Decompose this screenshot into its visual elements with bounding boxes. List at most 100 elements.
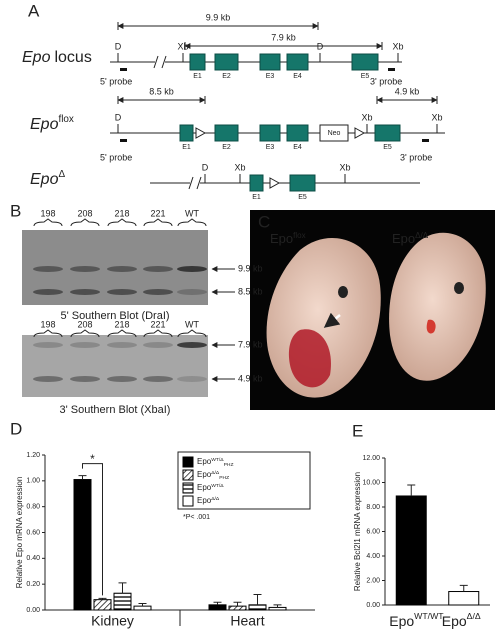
- error-bar: [213, 601, 222, 605]
- lane-label: 218: [114, 208, 129, 218]
- exon-label: E5: [298, 194, 307, 201]
- error-bar: [253, 594, 262, 605]
- blot-band: [107, 266, 137, 272]
- panel-label: A: [28, 1, 40, 20]
- bar: [208, 604, 227, 611]
- embryo-liver: [426, 319, 436, 334]
- exon-label: E2: [222, 144, 231, 151]
- legend-swatch: [182, 482, 194, 494]
- loxp-site: [195, 127, 207, 139]
- bar: [93, 599, 112, 611]
- lane-label: 198: [40, 208, 55, 218]
- neo-label: Neo: [328, 130, 341, 137]
- text-part: Epo: [197, 457, 212, 466]
- error-bar: [233, 601, 242, 607]
- error-bar: [118, 582, 127, 594]
- text-part: flox: [58, 114, 73, 125]
- text-part: Δ/Δ: [211, 496, 220, 502]
- significance-label: *: [90, 452, 95, 466]
- exon-label: E4: [293, 144, 302, 151]
- panel-label: D: [10, 419, 22, 438]
- band-label: 8.5 kb: [238, 286, 263, 296]
- panel-label: E: [352, 421, 363, 440]
- break-mark: [153, 55, 159, 69]
- site-label: Xb: [392, 41, 403, 51]
- exon-label: E3: [266, 73, 275, 80]
- text-part: Δ/Δ: [415, 231, 429, 240]
- blot-band: [33, 342, 63, 348]
- site-label: Xb: [234, 162, 245, 172]
- text-part: Epo: [197, 496, 212, 505]
- blot-band: [177, 376, 207, 382]
- bar: [248, 604, 267, 611]
- lane-brace: [177, 218, 207, 227]
- probe: [388, 68, 395, 71]
- exon-label: E3: [266, 144, 275, 151]
- distance-label: 8.5 kb: [149, 86, 174, 96]
- bar: [113, 592, 132, 611]
- panel-label: C: [258, 212, 270, 231]
- exon: [259, 53, 281, 71]
- blot-band: [70, 342, 100, 348]
- exon-label: E5: [361, 73, 370, 80]
- error-bar: [78, 475, 87, 480]
- blot-band: [33, 289, 63, 295]
- distance-label: 9.9 kb: [206, 12, 231, 22]
- probe: [120, 139, 127, 142]
- y-tick-label: 0.40: [26, 555, 40, 562]
- loxp-site: [354, 127, 366, 139]
- legend-entry: EpoWT/ΔPHZ: [197, 457, 234, 468]
- blot-image: [22, 335, 208, 397]
- blot-band: [177, 342, 207, 348]
- y-axis-label: Relative Bcl2l1 mRNA expression: [353, 472, 362, 591]
- blot-band: [33, 376, 63, 382]
- text-part: Epo: [392, 231, 415, 246]
- legend-swatch: [182, 456, 194, 468]
- annotation: *P< .001: [183, 514, 210, 521]
- error-bar: [98, 597, 107, 600]
- lane-brace: [70, 218, 100, 227]
- band-label: 9.9 kb: [238, 263, 263, 273]
- exon: [259, 124, 281, 142]
- break-mark: [161, 55, 167, 69]
- lane-brace: [177, 329, 207, 338]
- lane-brace: [107, 329, 137, 338]
- bar: [448, 591, 480, 606]
- site-label: Xb: [431, 112, 442, 122]
- blot-band: [143, 376, 173, 382]
- legend-entry: EpoΔ/ΔPHZ: [197, 470, 229, 481]
- exon: [249, 174, 264, 192]
- exon-label: E1: [182, 144, 191, 151]
- y-tick-label: 0.80: [26, 504, 40, 511]
- lane-brace: [33, 329, 63, 338]
- row-label: Epo locus: [22, 49, 92, 66]
- lane-label: 208: [77, 208, 92, 218]
- x-tick-label: Kidney: [91, 613, 134, 629]
- legend-entry: EpoΔ/Δ: [197, 496, 220, 505]
- embryo-label: EpoΔ/Δ: [392, 231, 429, 247]
- text-part: flox: [293, 231, 306, 240]
- lane-label: WT: [185, 319, 199, 329]
- distance-label: 4.9 kb: [395, 86, 420, 96]
- bar: [228, 605, 247, 611]
- row-label: Epoflox: [30, 114, 74, 133]
- embryo-delta: [389, 232, 486, 381]
- site-label: D: [317, 41, 324, 51]
- blot-caption: 3' Southern Blot (XbaI): [60, 404, 171, 416]
- exon-label: E4: [293, 73, 302, 80]
- site-label: D: [202, 162, 209, 172]
- y-tick-label: 1.00: [26, 478, 40, 485]
- text-part: WT/WT: [414, 611, 444, 621]
- lane-label: 221: [150, 319, 165, 329]
- site-label: D: [115, 112, 122, 122]
- blot-band: [143, 342, 173, 348]
- text-part: Epo: [197, 470, 212, 479]
- bar: [73, 479, 92, 611]
- probe-label: 5' probe: [100, 152, 132, 162]
- error-bar: [273, 604, 282, 608]
- bar: [268, 606, 287, 611]
- y-tick-label: 1.20: [26, 452, 40, 459]
- blot-band: [177, 266, 207, 272]
- line-break: [155, 56, 165, 68]
- blot-band: [143, 266, 173, 272]
